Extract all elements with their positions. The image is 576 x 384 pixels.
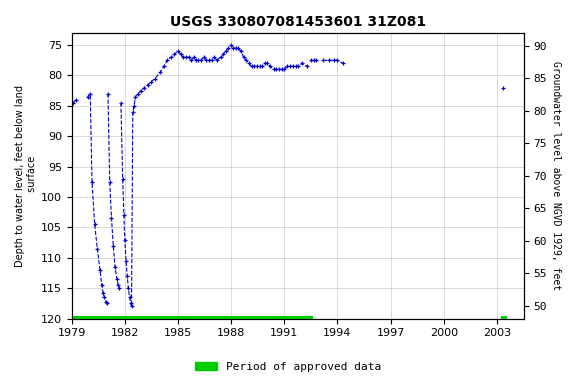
Y-axis label: Depth to water level, feet below land
 surface: Depth to water level, feet below land su… xyxy=(15,85,37,267)
Legend: Period of approved data: Period of approved data xyxy=(191,358,385,377)
Bar xyxy=(71,316,313,321)
Title: USGS 330807081453601 31Z081: USGS 330807081453601 31Z081 xyxy=(169,15,426,29)
Bar xyxy=(501,316,507,321)
Y-axis label: Groundwater level above NGVD 1929, feet: Groundwater level above NGVD 1929, feet xyxy=(551,61,561,290)
